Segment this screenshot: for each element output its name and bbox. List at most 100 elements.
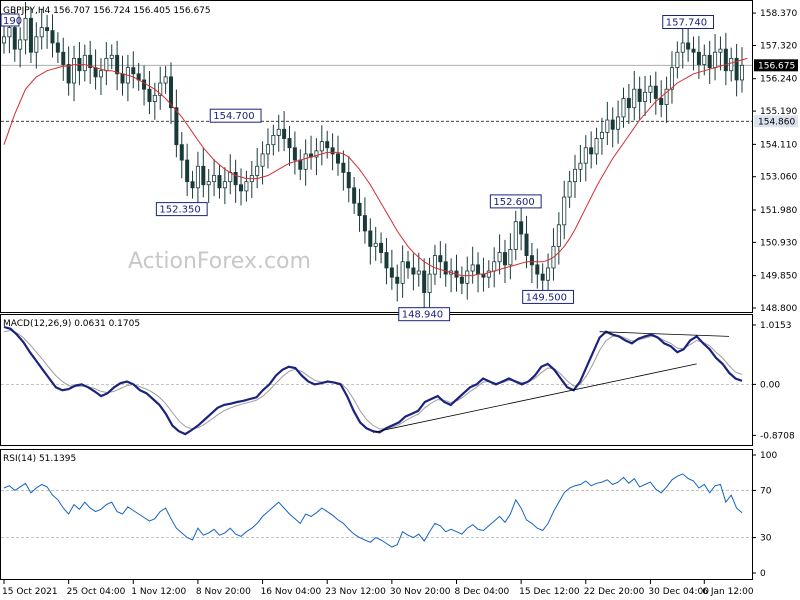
candle-body xyxy=(271,135,276,146)
annotation-label: 152.600 xyxy=(493,197,534,208)
candle-body xyxy=(589,147,594,155)
candle-body xyxy=(675,51,680,69)
candle-body xyxy=(346,172,351,189)
candle-body xyxy=(362,215,367,232)
candle-body xyxy=(653,85,658,99)
candle-body xyxy=(594,138,599,155)
candle-body xyxy=(610,119,615,130)
candle-body xyxy=(276,128,281,136)
candle-body xyxy=(330,147,335,155)
candle-body xyxy=(459,276,464,284)
candle-body xyxy=(341,162,346,173)
x-tick-label: 15 Oct 2021 xyxy=(2,587,58,597)
candle-body xyxy=(357,202,362,216)
candle-body xyxy=(540,273,545,281)
candle-body xyxy=(55,42,60,53)
candle-body xyxy=(411,267,416,275)
macd-y-tick-label: 0.00 xyxy=(760,380,780,390)
candle-body xyxy=(643,91,648,102)
rsi-panel-frame xyxy=(0,449,753,580)
candle-body xyxy=(648,85,653,93)
candle-body xyxy=(443,261,448,275)
left-edge-label-box xyxy=(0,13,20,27)
candle-body xyxy=(740,64,745,81)
annotation-label: 152.350 xyxy=(159,205,200,216)
candle-body xyxy=(66,64,71,84)
candle-body xyxy=(104,57,109,72)
rsi-y-tick-label: 30 xyxy=(760,534,772,544)
moving-average-line xyxy=(3,57,748,277)
level-tag-box xyxy=(754,115,798,128)
x-axis: 15 Oct 2021 25 Oct 04:00 1 Nov 12:00 8 Nov … xyxy=(2,580,754,597)
price-y-tick-label: 156.240 xyxy=(760,75,797,85)
candle-body xyxy=(7,27,12,38)
candle-body xyxy=(28,17,33,53)
candle-body xyxy=(319,141,324,152)
price-y-tick-label: 154.110 xyxy=(760,140,797,150)
candle-body xyxy=(497,252,502,263)
candle-body xyxy=(50,30,55,44)
price-y-tick-label: 150.930 xyxy=(760,238,797,248)
candle-body xyxy=(98,70,103,78)
candle-body xyxy=(621,98,626,118)
price-panel-frame xyxy=(0,0,753,313)
x-tick-label: 23 Nov 12:00 xyxy=(325,587,386,597)
candle-body xyxy=(723,48,728,72)
candle-body xyxy=(298,159,303,170)
candle-body xyxy=(2,36,7,44)
price-y-axis: 158.370 157.320 156.240 155.190 154.110 153.0… xyxy=(752,9,798,314)
candle-body xyxy=(115,54,120,75)
rsi-line xyxy=(3,473,743,548)
price-y-tick-label: 148.800 xyxy=(760,304,797,314)
candle-body xyxy=(632,88,637,109)
level-tag: 154.860 xyxy=(758,117,795,127)
candle-body xyxy=(524,233,529,257)
candle-body xyxy=(325,141,330,149)
annotation-label: 154.700 xyxy=(213,111,254,122)
candle-body xyxy=(605,119,610,133)
candle-body xyxy=(535,264,540,275)
candle-body xyxy=(513,221,518,250)
annotation-box xyxy=(662,15,715,30)
candle-body xyxy=(303,153,308,170)
candle-body xyxy=(686,42,691,50)
candle-body xyxy=(233,172,238,186)
candle-body xyxy=(185,159,190,183)
price-y-tick-label: 158.370 xyxy=(760,9,797,19)
candle-body xyxy=(427,273,432,293)
candle-body xyxy=(664,88,669,106)
candle-body xyxy=(39,27,44,38)
candle-body xyxy=(400,261,405,284)
rsi-y-tick-label: 100 xyxy=(760,451,777,461)
candle-body xyxy=(718,48,723,53)
candle-body xyxy=(195,165,200,189)
candle-body xyxy=(82,54,87,72)
rsi-y-tick-label: 70 xyxy=(760,486,772,496)
macd-signal-line xyxy=(3,329,743,430)
candle-body xyxy=(734,57,739,81)
candle-body xyxy=(529,255,534,266)
price-annotations: 154.700 152.350 152.600 148.940 149.500 157.7… xyxy=(155,15,715,322)
candle-body xyxy=(669,67,674,90)
candle-body xyxy=(34,36,39,53)
candle-body xyxy=(222,181,227,189)
candle-body xyxy=(389,267,394,278)
candle-body xyxy=(373,242,378,247)
candle-body xyxy=(616,116,621,130)
price-candles xyxy=(2,1,745,311)
candle-body xyxy=(239,184,244,192)
candle-body xyxy=(88,54,93,69)
x-tick-label: 30 Nov 20:00 xyxy=(390,587,451,597)
price-y-tick-label: 155.190 xyxy=(760,107,797,117)
candle-body xyxy=(691,48,696,53)
candle-body xyxy=(292,147,297,161)
candle-body xyxy=(120,73,125,84)
candle-body xyxy=(567,181,572,198)
price-y-tick-label: 157.320 xyxy=(760,41,797,51)
candle-body xyxy=(502,252,507,266)
candle-body xyxy=(546,267,551,281)
candle-body xyxy=(707,54,712,69)
candle-body xyxy=(368,230,373,247)
annotation-label: 148.940 xyxy=(402,310,443,321)
candle-body xyxy=(416,270,421,275)
